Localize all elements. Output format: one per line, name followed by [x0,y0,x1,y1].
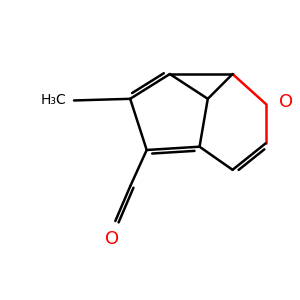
Text: H₃C: H₃C [41,93,67,106]
Text: O: O [105,230,119,248]
Text: O: O [279,93,293,111]
